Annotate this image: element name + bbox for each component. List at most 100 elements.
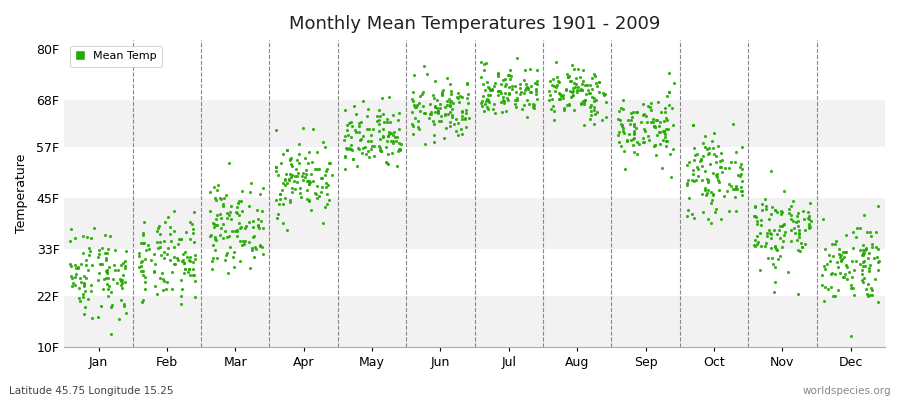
Point [381, 133, 395, 140]
Point [319, 184, 333, 190]
Point [351, 145, 365, 151]
Point [349, 129, 364, 135]
Point [392, 110, 407, 116]
Point [773, 223, 788, 230]
Point [68, 234, 83, 241]
Point [551, 78, 565, 84]
Point [637, 126, 652, 132]
Point [632, 140, 646, 147]
Point [662, 89, 676, 96]
Point [94, 302, 108, 309]
Point [598, 114, 613, 120]
Point [688, 178, 702, 184]
Point [831, 264, 845, 270]
Point [443, 109, 457, 115]
Point [825, 270, 840, 277]
Point [526, 102, 541, 108]
Point [242, 238, 256, 245]
Point [256, 250, 271, 257]
Point [361, 148, 375, 154]
Point [372, 128, 386, 134]
Point [798, 226, 813, 233]
Point [642, 137, 656, 143]
Point [444, 90, 458, 97]
Point [376, 134, 391, 141]
Point [211, 182, 225, 188]
Point [476, 93, 491, 99]
Point [479, 98, 493, 104]
Point [598, 91, 613, 97]
Point [588, 106, 602, 113]
Point [648, 142, 662, 148]
Point [186, 239, 201, 246]
Point [454, 93, 469, 100]
Point [137, 219, 151, 226]
Point [868, 243, 883, 250]
Point [345, 146, 359, 153]
Point [318, 204, 332, 211]
Point [647, 142, 662, 149]
Point [789, 219, 804, 226]
Point [428, 109, 442, 115]
Point [816, 262, 831, 269]
Point [628, 125, 643, 131]
Point [689, 177, 704, 183]
Point [232, 198, 247, 204]
Point [380, 138, 394, 144]
Point [203, 233, 218, 240]
Point [828, 238, 842, 244]
Point [545, 103, 560, 109]
Point [713, 164, 727, 170]
Point [686, 122, 700, 128]
Point [834, 252, 849, 258]
Point [763, 210, 778, 217]
Point [230, 210, 244, 216]
Point [311, 192, 326, 199]
Point [700, 175, 715, 182]
Point [616, 127, 631, 134]
Point [459, 107, 473, 113]
Point [437, 135, 452, 142]
Point [667, 80, 681, 86]
Point [284, 188, 299, 195]
Point [284, 155, 298, 161]
Point [856, 263, 870, 269]
Point [87, 225, 102, 231]
Point [758, 242, 772, 249]
Point [505, 83, 519, 89]
Point [550, 74, 564, 80]
Point [481, 78, 495, 85]
Point [695, 177, 709, 183]
Point [372, 143, 386, 150]
Point [341, 132, 356, 138]
Point [140, 247, 154, 253]
Point [501, 97, 516, 103]
Point [735, 144, 750, 150]
Point [493, 88, 508, 94]
Point [84, 288, 98, 294]
Point [487, 101, 501, 108]
Point [271, 211, 285, 217]
Point [166, 228, 181, 234]
Point [491, 88, 505, 94]
Point [104, 304, 119, 310]
Point [751, 240, 765, 247]
Point [137, 240, 151, 246]
Point [473, 100, 488, 106]
Point [445, 114, 459, 120]
Point [356, 98, 371, 104]
Point [359, 151, 374, 158]
Point [182, 257, 196, 264]
Point [665, 105, 680, 111]
Point [157, 255, 171, 261]
Point [315, 184, 329, 190]
Point [712, 178, 726, 185]
Point [383, 119, 398, 126]
Point [410, 102, 424, 108]
Point [176, 250, 190, 257]
Title: Monthly Mean Temperatures 1901 - 2009: Monthly Mean Temperatures 1901 - 2009 [289, 15, 661, 33]
Point [645, 116, 660, 122]
Point [585, 86, 599, 92]
Point [530, 81, 544, 88]
Point [618, 166, 633, 172]
